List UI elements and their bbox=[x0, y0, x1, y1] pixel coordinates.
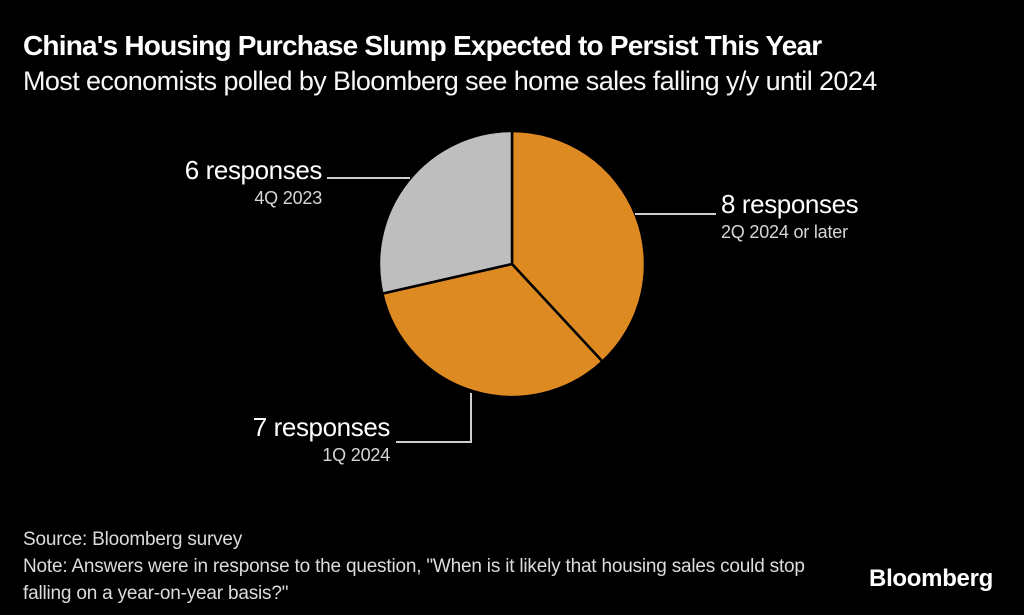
pie-label-value: 7 responses bbox=[252, 412, 391, 442]
pie-label-8-responses: 8 responses 2Q 2024 or later bbox=[721, 189, 859, 243]
pie-slices bbox=[377, 129, 647, 399]
leader-lines bbox=[327, 177, 716, 443]
pie-label-6-responses: 6 responses 4Q 2023 bbox=[184, 155, 323, 209]
leader-line-7-responses bbox=[396, 393, 472, 443]
pie-label-value: 8 responses bbox=[721, 189, 859, 219]
pie-label-category: 2Q 2024 or later bbox=[721, 222, 848, 242]
pie-slice-2q-2024-or-later bbox=[510, 129, 647, 364]
chart-title: China's Housing Purchase Slump Expected … bbox=[23, 30, 822, 61]
chart-subtitle: Most economists polled by Bloomberg see … bbox=[23, 66, 877, 96]
bloomberg-logo: Bloomberg bbox=[869, 565, 993, 592]
pie-slice-4q-2023 bbox=[377, 129, 514, 296]
pie-label-7-responses: 7 responses 1Q 2024 bbox=[252, 412, 391, 466]
pie-slice-1q-2024 bbox=[380, 262, 605, 399]
pie-label-category: 4Q 2023 bbox=[254, 188, 322, 208]
note-text: Note: Answers were in response to the qu… bbox=[23, 556, 805, 604]
pie-label-value: 6 responses bbox=[184, 155, 323, 185]
footer-notes: Source: Bloomberg survey Note: Answers w… bbox=[23, 526, 823, 607]
pie-label-category: 1Q 2024 bbox=[322, 445, 390, 465]
source-text: Source: Bloomberg survey bbox=[23, 529, 243, 550]
